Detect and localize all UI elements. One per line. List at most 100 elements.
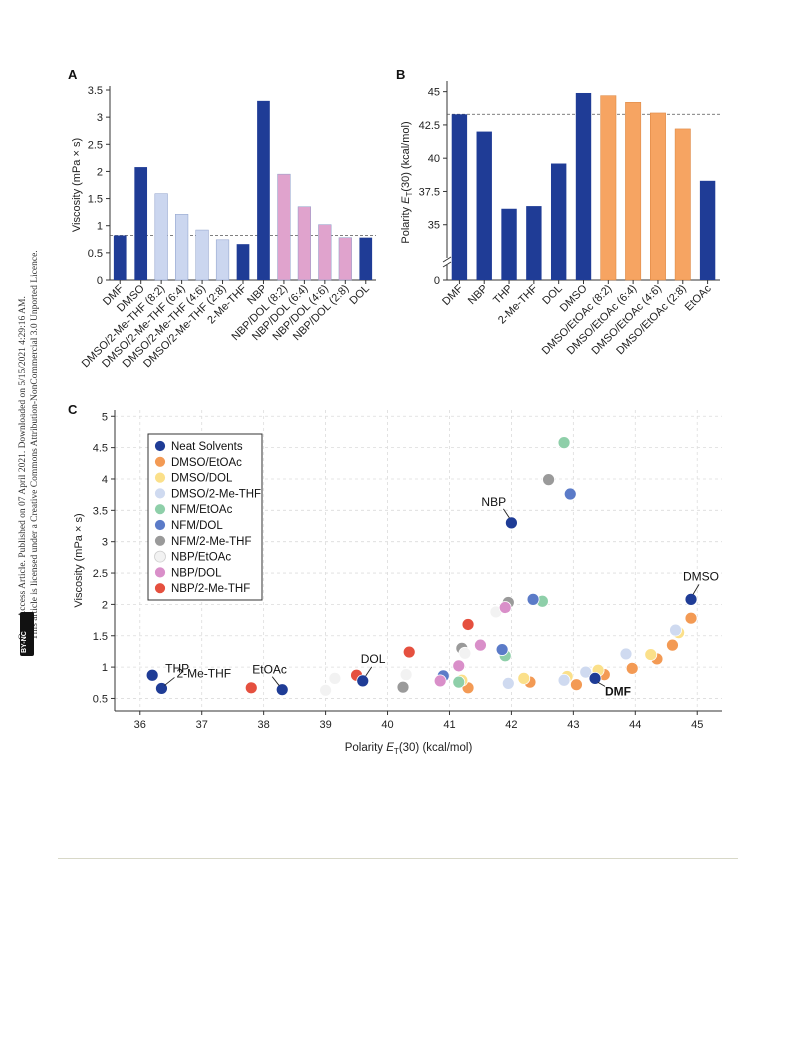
panel-a-bar [236, 244, 250, 280]
panel-c-x-tick-label: 42 [505, 719, 517, 731]
panel-c-point [474, 638, 487, 652]
panel-c-legend-marker [154, 440, 166, 452]
panel-c-point [328, 671, 342, 685]
panel-b-x-tick-label: NBP [466, 283, 490, 307]
panel-a-y-tick-label: 3 [97, 112, 103, 124]
panel-a-bar [154, 193, 168, 281]
panel-c-point [452, 675, 466, 689]
panel-c-annotation: DOL [361, 652, 386, 666]
panel-c-point [244, 681, 258, 695]
panel-c-legend-marker [154, 519, 166, 531]
panel-c-legend-label: NBP/2-Me-THF [171, 583, 250, 595]
panel-c-legend-marker [154, 471, 166, 484]
panel-c-point [557, 673, 571, 687]
panel-c-legend-marker [154, 534, 166, 547]
panel-c-legend-box [147, 433, 263, 601]
panel-c-legend-label: DMSO/DOL [171, 473, 233, 485]
panel-a-y-label: Viscosity (mPa × s) [71, 138, 83, 232]
panel-c-y-label: Viscosity (mPa × s) [73, 513, 85, 607]
panel-c-y-tick-label: 4.5 [93, 443, 108, 455]
panel-c-x-tick-label: 41 [443, 719, 455, 731]
panel-c-x-tick-label: 44 [629, 719, 641, 731]
panel-c-x-tick-label: 40 [381, 719, 393, 731]
panel-c-y-tick-label: 1 [102, 662, 108, 674]
panel-c-annotation: EtOAc [252, 663, 287, 677]
panel-c-annotation-leader [271, 676, 280, 686]
panel-b-x-tick-label: DMF [440, 282, 466, 308]
panel-b-y-tick-label: 45 [428, 87, 440, 99]
panel-a-y-tick-label: 0.5 [88, 248, 103, 260]
panel-c-annotation: DMSO [683, 569, 719, 583]
panel-c-point [570, 678, 583, 692]
panel-a-bar [297, 206, 311, 281]
panel-b-y-tick-label: 37.5 [419, 186, 440, 198]
panel-b-bar [650, 112, 666, 281]
panel-c-point [669, 623, 682, 637]
panel-b: B 35 37.5 40 42.5 45 0 Polarity ET(30) (kcal/mo… [396, 67, 720, 357]
panel-a-x-tick-label: DOL [347, 283, 371, 307]
panel-b-bar [451, 114, 468, 281]
panel-c-point [625, 661, 639, 675]
panel-c-point [275, 683, 289, 697]
panel-c-point [666, 638, 679, 652]
panel-c-legend-label: NFM/2-Me-THF [171, 536, 252, 548]
panel-c-legend-label: DMSO/2-Me-THF [171, 488, 261, 500]
panel-c-x-tick-label: 36 [134, 719, 146, 731]
panel-c-annotation-leader [503, 508, 510, 519]
panel-c-point [619, 647, 633, 661]
panel-c-y-tick-label: 0.5 [93, 693, 108, 705]
panel-c-annotation-leader [692, 584, 700, 595]
panel-c-legend-label: NBP/EtOAc [171, 552, 231, 564]
panel-c-point [526, 592, 540, 606]
panel-c-point [684, 592, 698, 606]
panel-c-x-tick-label: 43 [567, 719, 579, 731]
panel-c-x-tick-label: 39 [319, 719, 331, 731]
panel-b-bar [526, 206, 542, 280]
panel-a-y-tick-label: 3.5 [88, 85, 103, 97]
panel-c-x-label: Polarity ET(30) (kcal/mol) [345, 742, 473, 756]
panel-b-bar [476, 131, 492, 280]
panel-a-y-tick-label: 2 [97, 166, 103, 178]
panel-b-bar [600, 95, 617, 281]
panel-c-point [563, 487, 577, 501]
panel-c-y-tick-label: 2 [102, 599, 108, 611]
panel-a-bar [134, 167, 148, 280]
panel-c-legend-marker [154, 455, 166, 468]
cc-licence-badge[interactable]: BY-NC [20, 612, 34, 656]
panel-b-bar [674, 128, 691, 281]
panel-c-annotation: NBP [481, 495, 506, 509]
panel-c-legend-marker [154, 566, 166, 579]
panel-c-legend-marker [154, 487, 166, 500]
panel-c-point [319, 683, 332, 697]
panel-c-y-tick-label: 1.5 [93, 631, 108, 643]
panel-c-y-tick-label: 4 [102, 474, 108, 486]
panel-c-legend-label: NFM/EtOAc [171, 504, 233, 516]
panel-c-point [517, 671, 531, 685]
panel-b-y-tick-label: 35 [428, 220, 440, 232]
panel-c-x-tick-label: 37 [196, 719, 208, 731]
panel-b-letter: B [396, 67, 405, 82]
panel-c-point [495, 643, 509, 656]
panel-a-y-tick-label: 1 [97, 221, 103, 233]
panel-c-point [402, 645, 416, 659]
panel-a-bar [175, 214, 189, 281]
panel-b-bar [550, 163, 567, 280]
panel-c-point [505, 516, 518, 530]
panel-c-legend-marker [154, 503, 166, 516]
panel-c-point [433, 674, 447, 688]
panel-c-point [501, 677, 515, 690]
panel-c-letter: C [68, 402, 78, 417]
panel-c-annotation: DMF [605, 684, 631, 698]
panel-c-point [145, 668, 159, 682]
panel-c-y-tick-label: 3.5 [93, 505, 108, 517]
panel-c-legend-label: DMSO/EtOAc [171, 457, 242, 469]
panel-b-x-tick-label: EtOAc [683, 282, 714, 313]
panel-c-point [399, 668, 413, 682]
panel-b-bar [699, 180, 716, 280]
panel-c-legend-label: Neat Solvents [171, 441, 243, 453]
panel-a-bar [277, 173, 291, 281]
panel-c-annotation-leader [365, 666, 373, 677]
panel-a-bar [195, 229, 209, 281]
panel-b-y-label: Polarity ET(30) (kcal/mol) [400, 121, 414, 243]
